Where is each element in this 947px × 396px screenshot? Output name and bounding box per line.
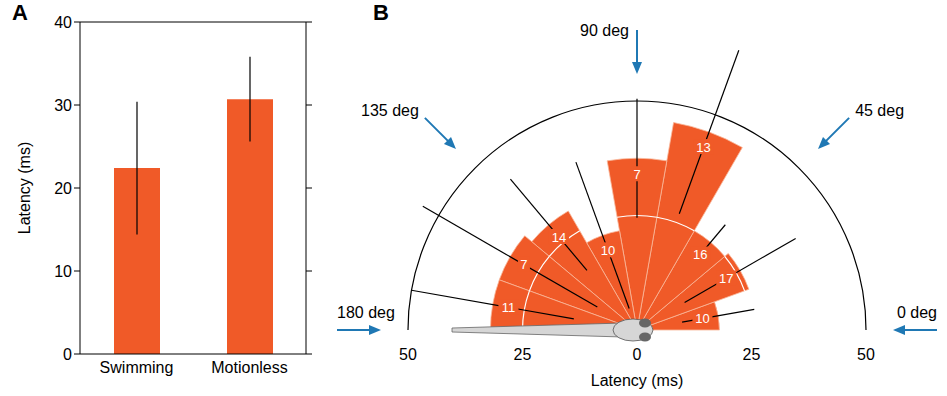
svg-text:Motionless: Motionless xyxy=(211,359,287,376)
svg-text:Latency (ms): Latency (ms) xyxy=(16,142,33,234)
svg-text:90 deg: 90 deg xyxy=(580,22,629,39)
svg-text:10: 10 xyxy=(695,311,709,326)
svg-text:17: 17 xyxy=(719,271,733,286)
svg-text:135 deg: 135 deg xyxy=(361,102,419,119)
svg-text:20: 20 xyxy=(54,180,72,197)
svg-text:14: 14 xyxy=(552,230,566,245)
svg-text:0: 0 xyxy=(633,346,642,363)
svg-text:B: B xyxy=(373,0,389,25)
svg-text:7: 7 xyxy=(520,257,527,272)
svg-text:45 deg: 45 deg xyxy=(855,102,904,119)
svg-text:16: 16 xyxy=(693,247,707,262)
svg-text:A: A xyxy=(12,0,28,25)
svg-text:25: 25 xyxy=(743,346,761,363)
svg-text:7: 7 xyxy=(633,167,640,182)
svg-text:10: 10 xyxy=(601,243,615,258)
svg-text:25: 25 xyxy=(514,346,532,363)
svg-text:10: 10 xyxy=(54,263,72,280)
svg-text:40: 40 xyxy=(54,14,72,31)
svg-text:180 deg: 180 deg xyxy=(337,304,395,321)
svg-text:Swimming: Swimming xyxy=(100,359,174,376)
svg-text:11: 11 xyxy=(502,300,515,315)
svg-text:30: 30 xyxy=(54,97,72,114)
svg-text:0: 0 xyxy=(63,346,72,363)
svg-text:Latency (ms): Latency (ms) xyxy=(591,372,683,389)
svg-text:50: 50 xyxy=(399,346,417,363)
svg-text:13: 13 xyxy=(696,140,710,155)
svg-text:0 deg: 0 deg xyxy=(897,304,937,321)
svg-text:50: 50 xyxy=(857,346,875,363)
